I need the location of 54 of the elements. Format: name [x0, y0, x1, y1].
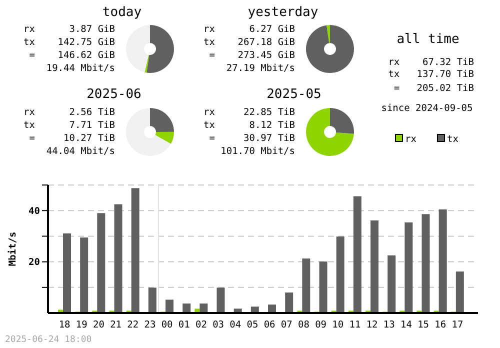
text: all time: [396, 32, 460, 47]
x-tick-label: 18: [58, 320, 71, 331]
text: 101.70 Mbit/s: [220, 146, 295, 157]
x-tick-label: 20: [92, 320, 105, 331]
x-tick-label: 06: [264, 320, 276, 331]
text: tx 142.75 GiB: [23, 37, 116, 48]
text: = 30.97 TiB: [203, 133, 296, 144]
chart-title: 2025-05: [266, 87, 322, 102]
x-tick-label: 12: [366, 320, 378, 331]
text: = 273.45 GiB: [203, 50, 296, 61]
text: rx 3.87 GiB: [23, 24, 116, 35]
x-tick-label: 13: [383, 320, 395, 331]
text: tx 137.70 TiB: [388, 69, 474, 80]
text: rx 6.27 GiB: [203, 24, 296, 35]
x-tick-label: 04: [230, 320, 242, 331]
x-tick-label: 10: [332, 320, 344, 331]
y-tick-label: 40: [28, 206, 40, 217]
x-tick-label: 07: [280, 320, 292, 331]
text: tx 267.18 GiB: [203, 37, 296, 48]
text: rx 22.85 TiB: [203, 107, 296, 118]
text: = 205.02 TiB: [388, 83, 474, 94]
text: = 146.62 GiB: [23, 50, 116, 61]
x-tick-label: 15: [418, 320, 430, 331]
x-tick-label: 21: [110, 320, 122, 331]
x-tick-label: 05: [246, 320, 258, 331]
chart-title: yesterday: [248, 5, 318, 20]
text: since 2024-09-05: [381, 103, 473, 114]
x-tick-label: 09: [315, 320, 327, 331]
x-tick-label: 11: [349, 320, 361, 331]
legend-label: rx: [405, 134, 417, 145]
x-tick-label: 08: [298, 320, 310, 331]
text: 44.04 Mbit/s: [46, 146, 115, 157]
x-tick-label: 17: [452, 320, 464, 331]
chart-title: today: [102, 5, 142, 20]
x-tick-label: 19: [76, 320, 88, 331]
text: = 10.27 TiB: [23, 133, 116, 144]
text: 27.19 Mbit/s: [226, 63, 295, 74]
x-tick-label: 01: [178, 320, 190, 331]
x-tick-label: 02: [195, 320, 207, 331]
x-tick-label: 14: [400, 320, 412, 331]
chart-title: 2025-06: [86, 87, 142, 102]
x-tick-label: 16: [434, 320, 446, 331]
text: rx 2.56 TiB: [23, 107, 116, 118]
y-axis-title: Mbit/s: [7, 232, 18, 266]
text: tx 7.71 TiB: [23, 120, 116, 131]
x-tick-label: 23: [144, 320, 156, 331]
legend-label: tx: [447, 134, 459, 145]
x-tick-label: 00: [161, 320, 174, 331]
x-tick-label: 22: [127, 320, 139, 331]
x-tick-label: 03: [212, 320, 224, 331]
text: 19.44 Mbit/s: [46, 63, 115, 74]
text: 2025-06-24 18:00: [5, 335, 92, 345]
text: rx 67.32 TiB: [388, 57, 474, 68]
text: tx 8.12 TiB: [203, 120, 296, 131]
